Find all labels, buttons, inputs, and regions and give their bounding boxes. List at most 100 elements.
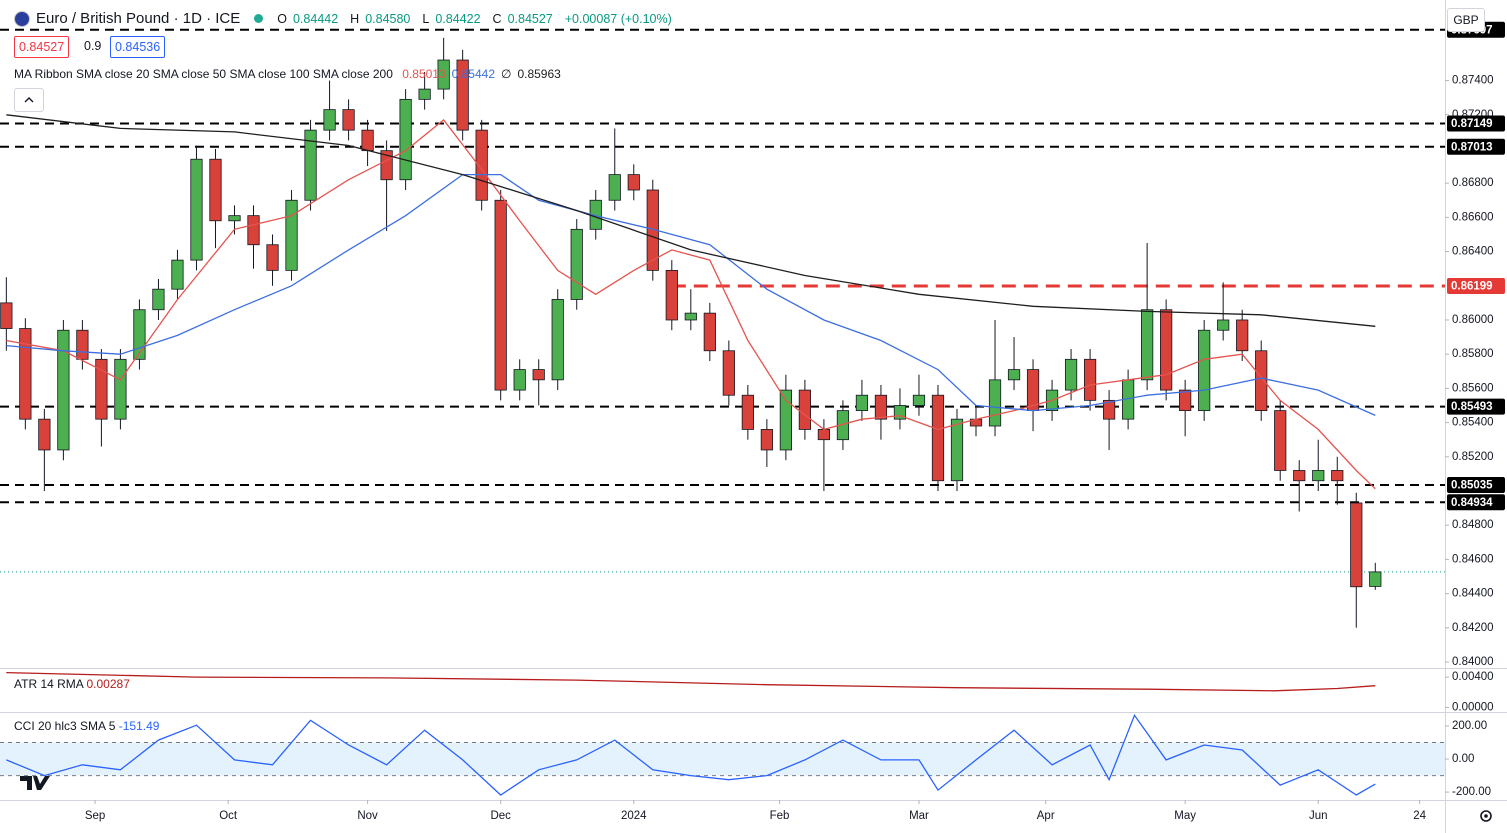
candle-body [703,312,716,352]
candle-body [855,394,869,412]
candle-body [570,228,583,300]
symbol-flag [14,10,30,27]
y-tick-label: 0.00 [1452,753,1474,765]
collapse-button[interactable] [14,88,44,112]
indicator-line [6,671,1376,692]
candle-body [190,158,203,261]
candle-body [38,418,51,451]
settings-icon[interactable] [1480,810,1492,822]
legend-na: ∅ [501,67,512,81]
legend-value: 0.85013 [402,67,446,81]
candle-body [0,302,13,329]
legend-title: ATR 14 RMA [14,677,84,691]
ohlc-key: H [350,11,360,26]
legend-title: MA Ribbon SMA close 20 SMA close 50 SMA … [14,67,393,81]
candle-body [1083,358,1097,401]
candle-body [285,199,298,271]
symbol-header: Euro / British Pound · 1D · ICE O 0.84442… [14,10,678,27]
candle-body [912,394,926,406]
symbol-title[interactable]: Euro / British Pound · 1D · ICE [36,10,241,27]
candle-body [76,329,89,360]
y-tick-label: 0.85600 [1452,382,1494,394]
level-label-box [1447,477,1505,494]
candle-body [152,288,165,311]
candle-body [798,389,811,430]
level-label-box [1447,115,1505,132]
candle-body [684,312,697,321]
level-label: 0.87013 [1451,141,1493,153]
atr-legend: ATR 14 RMA 0.00287 [14,677,130,691]
x-tick-label: Nov [357,810,378,822]
level-label-box [1447,494,1505,511]
y-tick-label: 0.84800 [1452,519,1494,531]
candle-body [475,129,488,201]
legend-value: 0.00287 [86,677,130,691]
candle-body [380,150,393,181]
level-label-box [1447,277,1505,294]
indicator-line [6,713,1376,796]
candle-body [950,418,964,482]
candle-body [893,405,907,420]
ohlc-value: 0.84422 [435,11,481,26]
legend-value: 0.85963 [517,67,561,81]
ohlc-value: 0.84580 [365,11,411,26]
candle-body [1007,369,1021,381]
x-tick-label: Mar [909,810,929,822]
candle-body [1064,358,1078,391]
ohlc-key: O [277,11,287,26]
candle-body [418,88,431,100]
y-tick-label: 0.85200 [1452,451,1494,463]
candle-body [19,328,32,420]
candle-body [456,59,469,131]
level-label: 0.84934 [1451,497,1493,509]
ohlc-value: 0.84442 [292,11,339,26]
x-tick-label: 24 [1413,810,1426,822]
market-status [254,14,264,23]
candle-body [779,389,792,451]
y-tick-label: 0.84200 [1452,622,1494,634]
buy-button[interactable]: 0.84536 [110,36,166,58]
candle-body [931,394,945,482]
ma-legend: MA Ribbon SMA close 20 SMA close 50 SMA … [14,67,561,81]
x-tick-label: Sep [85,810,105,822]
candle-body [988,379,1002,427]
y-tick-label: 0.86800 [1452,177,1494,189]
ohlc-key: L [422,11,430,26]
level-label-box [1447,398,1505,415]
x-tick-label: Jun [1309,810,1328,822]
spread: 0.9 [84,39,102,53]
y-tick-label: 0.86400 [1452,246,1494,258]
cci-legend: CCI 20 hlc3 SMA 5 -151.49 [14,719,159,733]
cci-band [0,742,1445,776]
candle-body [532,369,545,381]
candle-body [1236,319,1249,352]
x-tick-label: Feb [770,810,790,822]
level-label: 0.87149 [1451,118,1493,130]
candle-body [1141,309,1154,381]
tradingview-logo [20,776,50,790]
x-tick-label: May [1174,810,1196,822]
y-tick-label: 0.85800 [1452,348,1494,360]
x-tick-label: Dec [490,810,511,822]
candle-body [1160,309,1173,391]
ohlc-key: C [492,11,502,26]
candle-body [494,199,507,391]
candle-body [1350,502,1363,588]
currency-button[interactable]: GBP [1447,8,1485,32]
level-label: 0.86199 [1451,280,1493,292]
candle-body [1102,399,1116,420]
candle-body [1255,350,1268,412]
candle-body [57,329,70,451]
candle-body [209,158,222,222]
level-label-box [1447,138,1505,155]
sell-button[interactable]: 0.84527 [14,36,70,58]
plot [0,28,1445,628]
candle-body [1217,319,1230,331]
legend-title: CCI 20 hlc3 SMA 5 [14,719,116,733]
y-tick-label: 0.00400 [1452,671,1494,683]
price-change: +0.00087 (+0.10%) [564,11,672,26]
legend-value: -151.49 [118,719,160,733]
candle-body [665,269,678,321]
